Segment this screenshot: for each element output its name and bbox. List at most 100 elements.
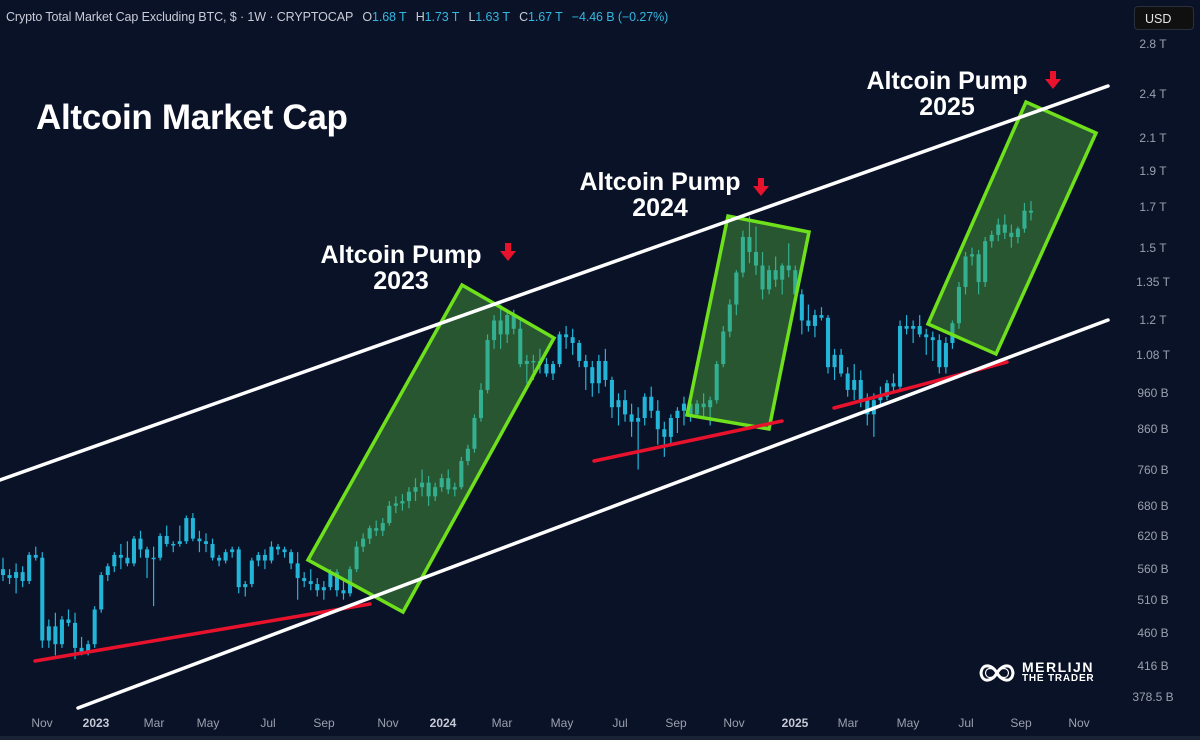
channel-lower-line[interactable] — [76, 318, 1110, 710]
price-axis[interactable]: 2.8 T 2.4 T 2.1 T 1.9 T 1.7 T 1.5 T 1.35 T 1.2 … — [1110, 0, 1200, 740]
candle — [321, 581, 326, 600]
candle — [924, 328, 929, 355]
merlijn-logo: MERLIJN THE TRADER — [978, 659, 1094, 687]
candle — [230, 546, 235, 558]
time-tick-label: May — [550, 716, 574, 730]
high-key: H — [415, 10, 425, 24]
candle — [72, 612, 78, 660]
candle — [439, 473, 444, 492]
candle — [308, 569, 313, 591]
time-tick-label: Nov — [1068, 716, 1090, 730]
candle — [609, 376, 614, 419]
time-tick-label: 2024 — [429, 716, 457, 730]
support-trendline[interactable] — [33, 602, 372, 663]
candle — [249, 557, 254, 588]
price-tick-label: 1.7 T — [1139, 199, 1167, 214]
candle — [380, 518, 385, 536]
candle — [158, 533, 163, 561]
candle — [223, 549, 228, 564]
time-tick-label: Nov — [723, 716, 745, 730]
candle — [20, 566, 25, 588]
candle — [452, 482, 457, 497]
candle — [275, 543, 281, 555]
arrow-down-icon — [500, 243, 516, 261]
candle — [413, 478, 418, 502]
currency-button[interactable]: USD — [1134, 6, 1194, 30]
candle — [806, 304, 811, 332]
candle — [426, 476, 431, 506]
price-plot[interactable] — [0, 0, 1110, 712]
time-tick-label: Nov — [377, 716, 399, 730]
candle — [943, 337, 948, 374]
time-axis[interactable]: Nov 2023 Mar May Jul Sep Nov 2024 Mar May Jul Sep No… — [0, 712, 1110, 740]
candle — [734, 270, 739, 316]
candle — [996, 218, 1001, 242]
candle — [472, 414, 477, 453]
drawings-layer — [0, 84, 1110, 710]
candle — [616, 393, 621, 426]
support-trendline[interactable] — [592, 419, 784, 463]
candle — [596, 354, 601, 394]
candle — [544, 357, 549, 377]
pump-box[interactable] — [925, 99, 1099, 357]
candle — [767, 265, 772, 295]
candle — [701, 393, 706, 419]
candle — [400, 494, 405, 511]
candle — [118, 543, 123, 570]
candle — [727, 299, 732, 338]
candle — [105, 563, 110, 582]
infinity-logo-icon — [979, 664, 1015, 682]
pump-box[interactable] — [305, 282, 557, 615]
price-tick-label: 960 B — [1137, 386, 1169, 401]
candle — [714, 360, 719, 404]
candle — [92, 606, 97, 648]
candle — [852, 364, 857, 401]
candle — [243, 581, 248, 597]
candle — [904, 315, 909, 335]
candle — [760, 252, 765, 300]
candle — [59, 616, 64, 648]
time-tick-label: Sep — [313, 716, 335, 730]
candle — [171, 541, 176, 553]
candle — [334, 569, 339, 597]
logo-line-1: MERLIJN — [1022, 659, 1094, 675]
candle — [740, 230, 745, 278]
candle — [557, 331, 562, 368]
candle — [753, 226, 759, 275]
candle — [812, 309, 817, 338]
logo-line-2: THE TRADER — [1022, 673, 1095, 684]
candle — [302, 572, 307, 588]
candle — [498, 304, 503, 349]
candle — [675, 407, 680, 434]
price-tick-label: 560 B — [1137, 562, 1169, 577]
candle — [446, 469, 451, 495]
candle — [884, 379, 889, 401]
candle — [217, 554, 222, 567]
time-tick-label: 2023 — [82, 716, 110, 730]
candle — [786, 243, 791, 278]
price-tick-label: 1.2 T — [1139, 313, 1167, 328]
candle — [184, 515, 189, 544]
price-tick-label: 510 B — [1137, 592, 1169, 607]
candle — [550, 360, 556, 380]
candle — [361, 533, 366, 553]
channel-upper-line[interactable] — [0, 84, 1110, 482]
candle — [871, 393, 876, 437]
candle — [485, 334, 490, 394]
time-tick-label: Sep — [1010, 716, 1032, 730]
low-key: L — [468, 10, 476, 24]
candle — [478, 383, 484, 422]
candle — [295, 552, 300, 600]
time-tick-label: Nov — [31, 716, 53, 730]
candle — [341, 578, 346, 600]
candle — [151, 546, 156, 607]
time-tick-label: Sep — [665, 716, 687, 730]
candle — [14, 563, 19, 594]
pump-label-2023: Altcoin Pump 2023 — [320, 241, 482, 295]
pump-box[interactable] — [684, 213, 812, 432]
candle — [236, 546, 241, 594]
candle — [845, 367, 850, 397]
price-tick-label: 680 B — [1137, 498, 1169, 513]
candle — [956, 282, 962, 329]
candle — [963, 252, 968, 295]
